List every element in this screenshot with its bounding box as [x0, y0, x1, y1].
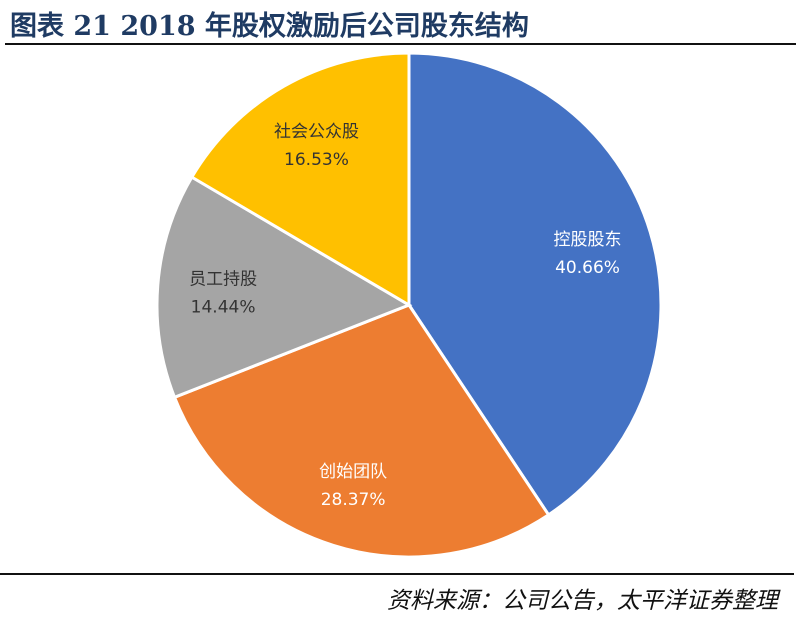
source-divider	[0, 573, 794, 575]
slice-label: 控股股东	[554, 230, 622, 250]
pie-slice	[189, 51, 411, 308]
pie-slice	[155, 175, 413, 400]
source-note: 资料来源：公司公告，太平洋证券整理	[387, 588, 778, 614]
title-divider	[5, 43, 796, 45]
slice-label: 社会公众股	[274, 122, 359, 142]
slice-value-label: 28.37%	[321, 490, 386, 510]
pie-slice	[172, 303, 551, 559]
chart-title: 图表 21 2018 年股权激励后公司股东结构	[10, 11, 529, 42]
slice-value-label: 16.53%	[284, 150, 349, 170]
slice-value-label: 40.66%	[555, 258, 620, 278]
slice-value-label: 14.44%	[191, 297, 256, 317]
slice-label: 员工持股	[189, 269, 257, 289]
slice-label: 创始团队	[319, 462, 387, 482]
